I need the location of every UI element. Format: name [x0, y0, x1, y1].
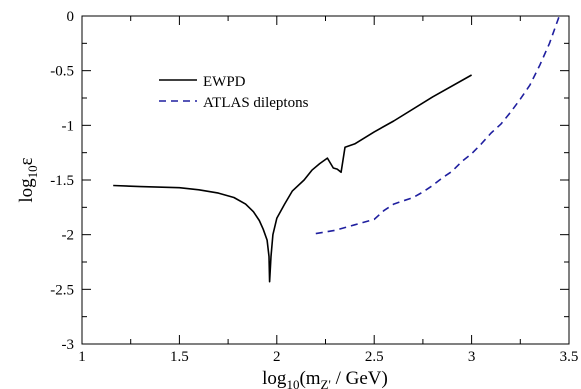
x-tick-label: 2.5 [365, 349, 384, 365]
y-tick-label: -0.5 [50, 64, 74, 80]
y-tick-label: -2 [62, 228, 75, 244]
x-axis-title-base: log [262, 368, 287, 389]
x-axis-title: log10(mZ' / GeV) [262, 368, 388, 389]
series-line-ewpd [113, 74, 472, 283]
x-axis-title-sub: 10 [286, 377, 299, 389]
x-tick-label: 1.5 [170, 349, 189, 365]
x-tick-label: 3 [468, 349, 476, 365]
legend-label-atlas: ATLAS dileptons [203, 95, 309, 111]
y-tick-label: -2.5 [50, 282, 74, 298]
x-axis-title-open: (m [299, 368, 320, 389]
x-axis-title-sub2: Z' [321, 377, 331, 389]
plot-frame [81, 15, 570, 345]
x-tick-label: 1 [78, 349, 86, 365]
y-axis-ticks: 0 -0.5 -1 -1.5 -2 -2.5 -3 [50, 9, 569, 353]
y-axis-title-symbol: ε [16, 157, 37, 165]
y-axis-title: log10ε [16, 157, 40, 202]
x-tick-label: 3.5 [560, 349, 579, 365]
y-tick-label: 0 [67, 9, 75, 25]
legend-label-ewpd: EWPD [203, 74, 246, 90]
x-tick-label: 2 [273, 349, 281, 365]
y-tick-label: -1.5 [50, 173, 74, 189]
legend: EWPD ATLAS dileptons [159, 74, 309, 111]
y-axis-title-base: log [16, 178, 37, 203]
y-tick-label: -1 [62, 118, 75, 134]
x-axis-ticks: 1 1.5 2 2.5 3 3.5 [78, 16, 578, 365]
series-layer [113, 15, 561, 283]
y-tick-label: -3 [62, 337, 75, 353]
series-line-atlas-dileptons [315, 15, 561, 235]
x-axis-title-close: / GeV) [331, 368, 388, 389]
y-axis-title-sub: 10 [25, 165, 40, 178]
